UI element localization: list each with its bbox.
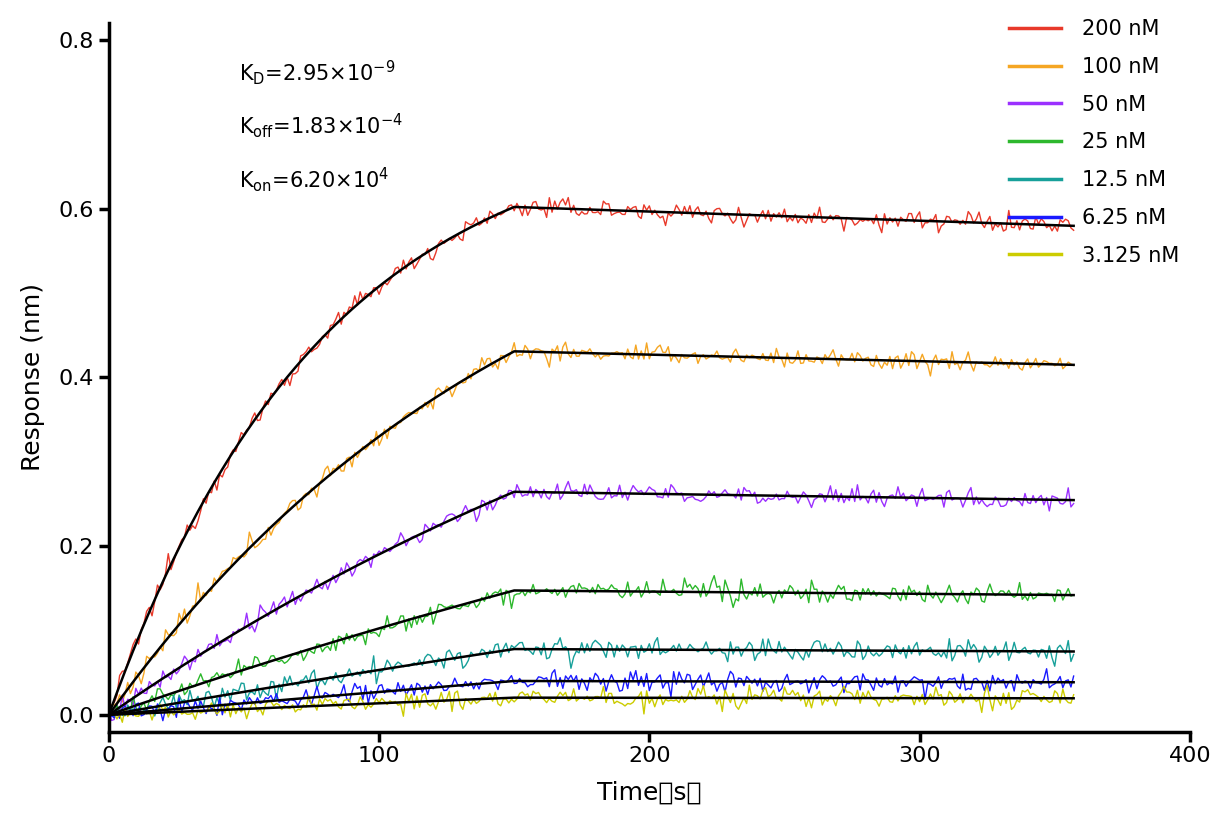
12.5 nM: [650, 633, 665, 643]
6.25 nM: [536, 674, 551, 684]
50 nM: [101, 702, 116, 712]
3.125 nM: [1066, 690, 1080, 700]
50 nM: [436, 516, 451, 526]
Line: 3.125 nM: 3.125 nM: [108, 686, 1073, 722]
50 nM: [1066, 498, 1080, 508]
X-axis label: Time（s）: Time（s）: [598, 780, 701, 804]
50 nM: [128, 683, 143, 693]
3.125 nM: [393, 700, 408, 710]
Line: 100 nM: 100 nM: [108, 342, 1073, 719]
100 nM: [533, 346, 548, 356]
12.5 nM: [101, 707, 116, 717]
6.25 nM: [101, 714, 116, 724]
12.5 nM: [393, 659, 408, 669]
200 nM: [533, 205, 548, 215]
200 nM: [561, 192, 575, 202]
25 nM: [105, 711, 120, 721]
Text: K$_\mathrm{off}$=1.83×10$^{-4}$: K$_\mathrm{off}$=1.83×10$^{-4}$: [239, 111, 403, 140]
6.25 nM: [155, 716, 170, 726]
3.125 nM: [742, 681, 756, 691]
3.125 nM: [115, 717, 129, 727]
200 nM: [363, 292, 378, 302]
25 nM: [128, 702, 143, 712]
12.5 nM: [436, 663, 451, 673]
12.5 nM: [536, 638, 551, 648]
100 nM: [363, 435, 378, 445]
3.125 nM: [536, 695, 551, 705]
100 nM: [1066, 361, 1080, 370]
25 nM: [707, 571, 722, 581]
12.5 nM: [366, 651, 381, 661]
50 nM: [536, 484, 551, 494]
200 nM: [126, 639, 140, 649]
3.125 nM: [366, 699, 381, 709]
Line: 6.25 nM: 6.25 nM: [108, 669, 1073, 721]
Line: 50 nM: 50 nM: [108, 482, 1073, 720]
100 nM: [434, 386, 448, 396]
25 nM: [393, 611, 408, 621]
25 nM: [647, 586, 662, 596]
6.25 nM: [126, 710, 140, 720]
100 nM: [647, 346, 662, 356]
12.5 nM: [647, 638, 662, 648]
100 nM: [101, 714, 116, 724]
Line: 25 nM: 25 nM: [108, 576, 1073, 716]
Legend: 200 nM, 100 nM, 50 nM, 25 nM, 12.5 nM, 6.25 nM, 3.125 nM: 200 nM, 100 nM, 50 nM, 25 nM, 12.5 nM, 6…: [1009, 19, 1179, 266]
100 nM: [391, 417, 405, 427]
200 nM: [647, 205, 662, 215]
Text: K$_\mathrm{D}$=2.95×10$^{-9}$: K$_\mathrm{D}$=2.95×10$^{-9}$: [239, 59, 395, 87]
3.125 nM: [128, 711, 143, 721]
6.25 nM: [436, 686, 451, 695]
3.125 nM: [647, 702, 662, 712]
200 nM: [391, 262, 405, 272]
6.25 nM: [366, 694, 381, 704]
3.125 nM: [436, 697, 451, 707]
6.25 nM: [1066, 671, 1080, 681]
Line: 12.5 nM: 12.5 nM: [108, 638, 1073, 718]
6.25 nM: [393, 686, 408, 696]
6.25 nM: [647, 677, 662, 687]
12.5 nM: [107, 713, 122, 723]
25 nM: [366, 627, 381, 637]
100 nM: [126, 682, 140, 692]
50 nM: [650, 492, 665, 502]
50 nM: [366, 549, 381, 559]
50 nM: [393, 528, 408, 538]
12.5 nM: [128, 710, 143, 719]
3.125 nM: [101, 714, 116, 724]
200 nM: [101, 711, 116, 721]
25 nM: [1066, 590, 1080, 600]
25 nM: [536, 587, 551, 596]
200 nM: [1066, 225, 1080, 235]
25 nM: [101, 706, 116, 716]
200 nM: [434, 235, 448, 245]
50 nM: [105, 715, 120, 725]
50 nM: [561, 477, 575, 487]
100 nM: [558, 337, 573, 347]
6.25 nM: [1040, 664, 1055, 674]
25 nM: [436, 601, 451, 611]
12.5 nM: [1066, 649, 1080, 659]
Y-axis label: Response (nm): Response (nm): [21, 284, 44, 471]
Line: 200 nM: 200 nM: [108, 197, 1073, 716]
Text: K$_\mathrm{on}$=6.20×10$^{4}$: K$_\mathrm{on}$=6.20×10$^{4}$: [239, 165, 389, 194]
